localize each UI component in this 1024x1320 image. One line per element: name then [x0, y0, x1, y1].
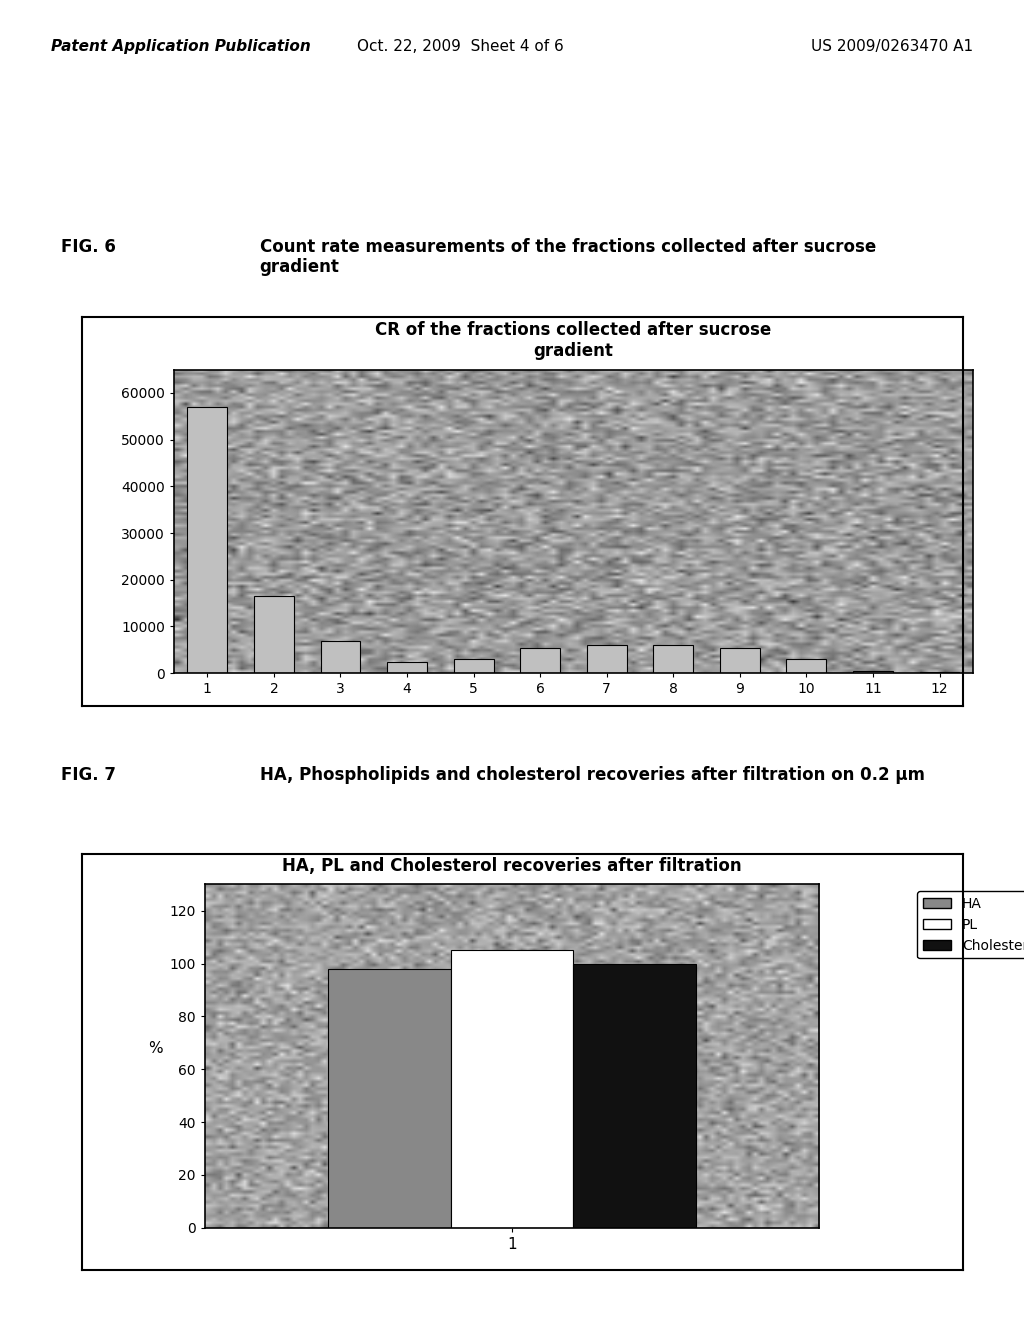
Bar — [587, 645, 627, 673]
Text: FIG. 6: FIG. 6 — [61, 238, 117, 256]
Bar — [720, 648, 760, 673]
Text: US 2009/0263470 A1: US 2009/0263470 A1 — [811, 38, 973, 54]
Y-axis label: %: % — [148, 1041, 163, 1056]
Text: Oct. 22, 2009  Sheet 4 of 6: Oct. 22, 2009 Sheet 4 of 6 — [357, 38, 564, 54]
Bar — [321, 640, 360, 673]
Bar — [387, 661, 427, 673]
Text: Patent Application Publication: Patent Application Publication — [51, 38, 311, 54]
Bar — [254, 597, 294, 673]
Bar — [853, 671, 893, 673]
Text: FIG. 7: FIG. 7 — [61, 766, 117, 784]
Bar — [653, 645, 693, 673]
Bar — [328, 969, 451, 1228]
Title: HA, PL and Cholesterol recoveries after filtration: HA, PL and Cholesterol recoveries after … — [283, 857, 741, 875]
Bar — [451, 950, 573, 1228]
Text: HA, Phospholipids and cholesterol recoveries after filtration on 0.2 μm: HA, Phospholipids and cholesterol recove… — [260, 766, 925, 784]
Bar — [573, 964, 696, 1228]
Bar — [786, 659, 826, 673]
Bar — [187, 407, 227, 673]
Bar — [520, 648, 560, 673]
Bar — [454, 659, 494, 673]
Title: CR of the fractions collected after sucrose
gradient: CR of the fractions collected after sucr… — [376, 321, 771, 360]
Legend: HA, PL, Cholesterol: HA, PL, Cholesterol — [918, 891, 1024, 958]
Text: Count rate measurements of the fractions collected after sucrose
gradient: Count rate measurements of the fractions… — [260, 238, 876, 276]
